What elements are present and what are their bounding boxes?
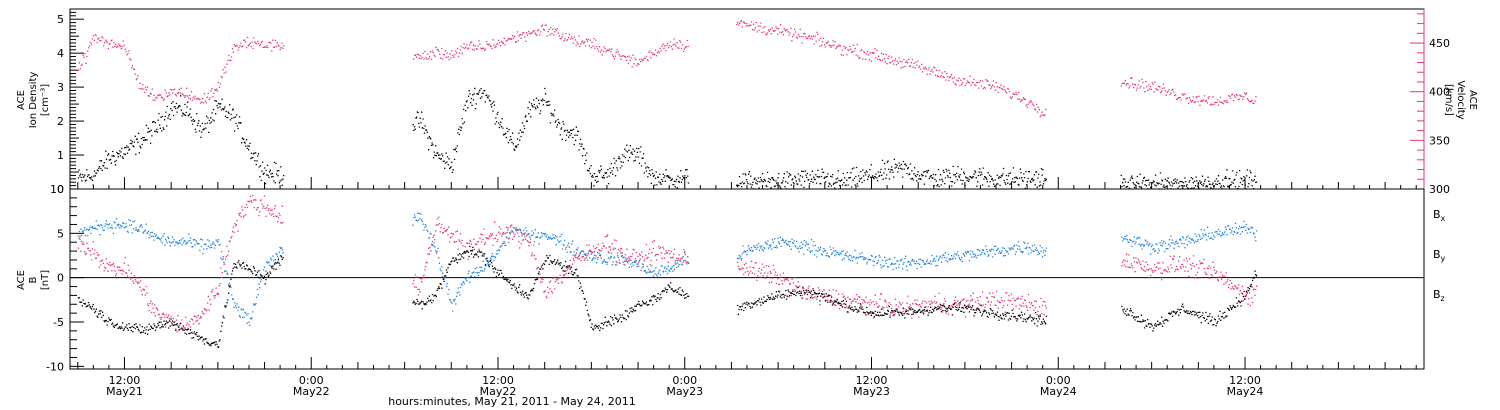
legend-item-bz: Bz	[1433, 288, 1445, 303]
x-tick-label-time: 12:00	[109, 374, 141, 387]
by-points	[77, 212, 1258, 326]
top-left-axis-title-line1: ACE	[16, 90, 27, 110]
bottom-left-axis-title-line1: ACE	[16, 270, 27, 290]
bottom-left-axis-title-line2: B	[28, 276, 39, 283]
bottom-left-tick-label: 0	[57, 272, 64, 285]
top-right-axis-title-line3: [km/s]	[1443, 84, 1454, 116]
top-panel-frame	[69, 8, 1425, 190]
top-left-tick-label: 0	[57, 183, 64, 196]
top-panel: 0 1 2 3 4 5 300 350 400 450 ACE Ion Density [cm⁻…	[16, 8, 1478, 196]
x-tick-label-date: May21	[106, 385, 143, 398]
x-tick-label-time: 0:00	[299, 374, 324, 387]
bottom-left-tick-label: 5	[57, 227, 64, 240]
top-right-tick-label: 350	[1429, 134, 1450, 147]
bx-points	[77, 245, 1258, 348]
bottom-left-tick-label: 10	[50, 183, 64, 196]
density-points	[77, 87, 1258, 190]
x-axis: 12:00May210:00May2212:00May220:00May2312…	[77, 177, 1417, 398]
x-axis-title: hours:minutes, May 21, 2011 - May 24, 20…	[388, 395, 636, 408]
top-left-tick-label: 4	[57, 47, 64, 60]
top-left-axis-title-line2: Ion Density	[28, 72, 39, 129]
x-tick-label-time: 12:00	[482, 374, 514, 387]
top-left-axis-title-line3: [cm⁻³]	[40, 84, 51, 116]
x-tick-label-date: May23	[666, 385, 703, 398]
top-right-tick-label: 300	[1429, 183, 1450, 196]
top-data-points	[77, 20, 1258, 190]
x-tick-label-date: May24	[1040, 385, 1077, 398]
velocity-points	[77, 20, 1257, 118]
bottom-panel: -10 -5 0 5 10 ACE B [nT] Bx By Bz	[16, 183, 1446, 373]
x-tick-label-date: May23	[853, 385, 890, 398]
legend-item-bx: Bx	[1433, 208, 1446, 223]
top-left-tick-label: 3	[57, 81, 64, 94]
legend: Bx By Bz	[1433, 208, 1446, 303]
x-tick-label-time: 0:00	[1046, 374, 1071, 387]
top-left-axis: 0 1 2 3 4 5	[57, 11, 84, 196]
bottom-data-points	[77, 194, 1258, 348]
bottom-left-axis: -10 -5 0 5 10	[46, 183, 84, 373]
bottom-left-tick-label: -10	[46, 360, 64, 373]
x-tick-label-date: May22	[293, 385, 330, 398]
x-tick-label-time: 12:00	[1229, 374, 1261, 387]
bottom-left-tick-label: -5	[53, 316, 64, 329]
top-right-tick-label: 450	[1429, 37, 1450, 50]
bz-points	[77, 194, 1258, 333]
top-right-axis-title-line1: ACE	[1467, 90, 1478, 110]
top-right-axis: 300 350 400 450	[1410, 9, 1450, 196]
legend-item-by: By	[1433, 248, 1446, 263]
top-right-axis-title-line2: Velocity	[1455, 80, 1466, 119]
top-left-tick-label: 5	[57, 13, 64, 26]
top-right-tick-label: 400	[1429, 86, 1450, 99]
x-tick-label-time: 12:00	[856, 374, 888, 387]
bottom-left-axis-title-line3: [nT]	[40, 270, 51, 290]
top-left-tick-label: 1	[57, 149, 64, 162]
x-tick-label-date: May24	[1227, 385, 1264, 398]
x-tick-label-time: 0:00	[672, 374, 697, 387]
x-tick-label-date: May22	[480, 385, 517, 398]
top-left-tick-label: 2	[57, 115, 64, 128]
